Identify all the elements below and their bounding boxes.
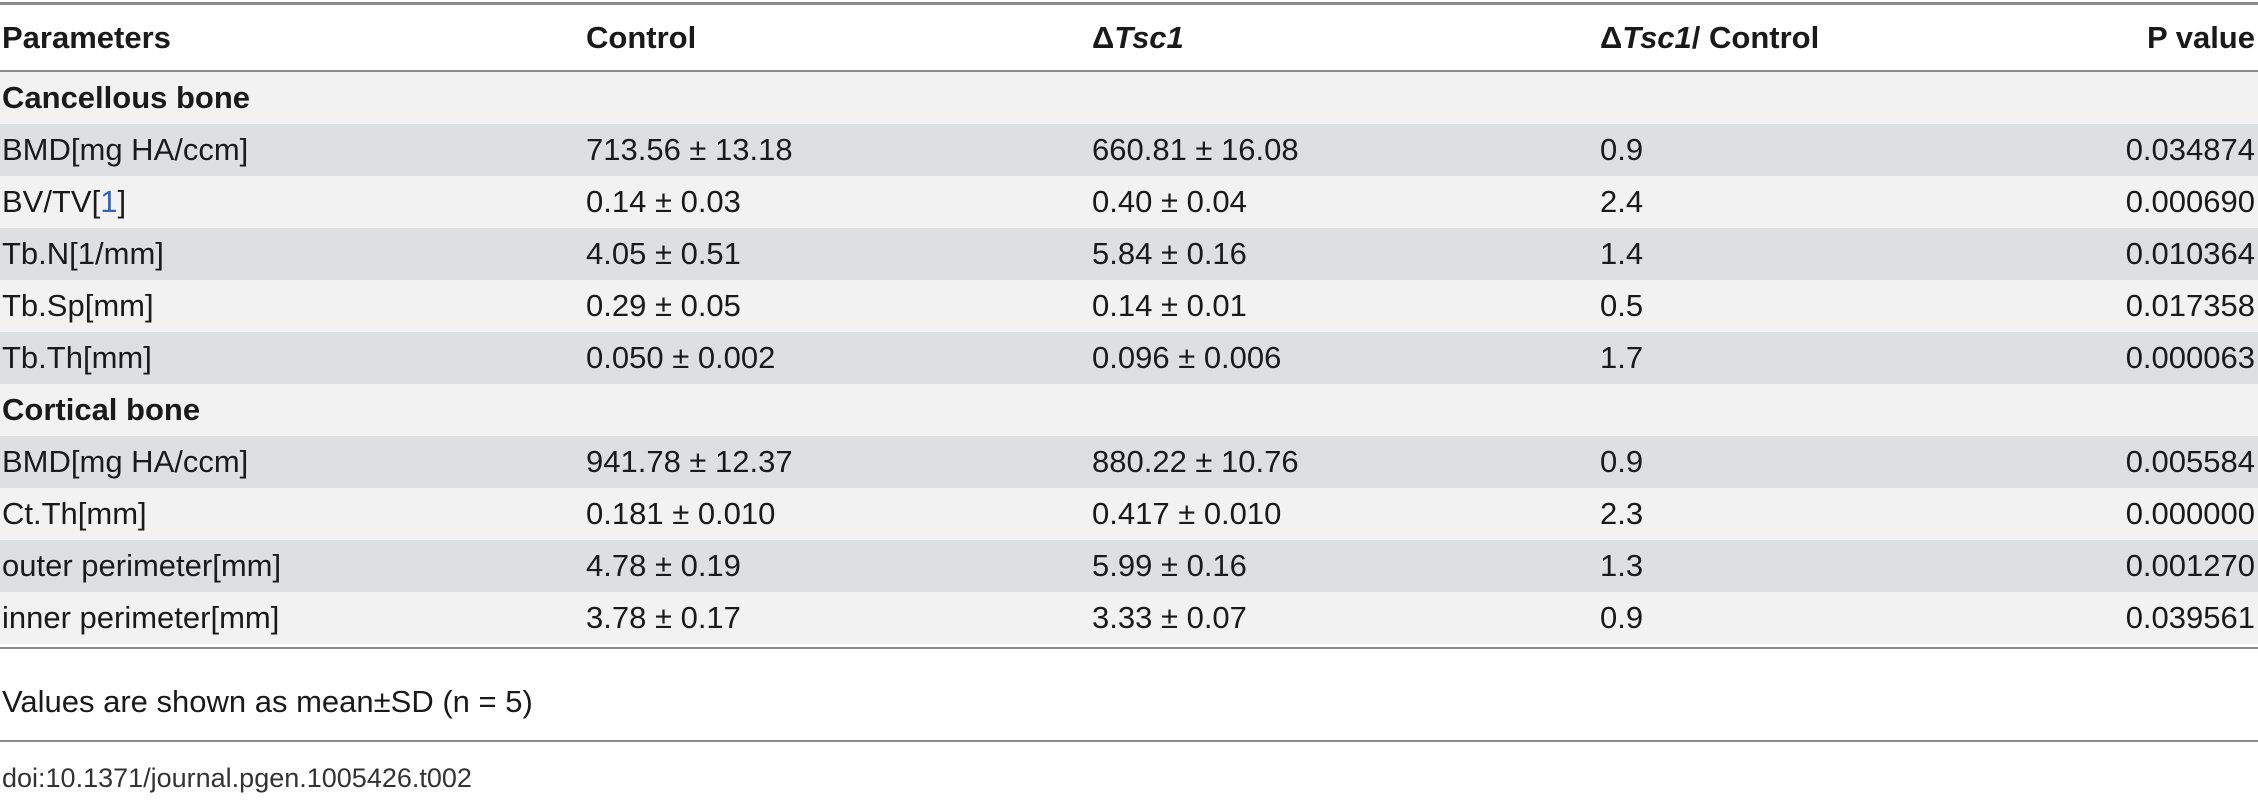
table-row: outer perimeter[mm] 4.78 ± 0.19 5.99 ± 0…	[0, 540, 2258, 592]
header-delta-tsc1: ΔTsc1	[1092, 6, 1184, 70]
cell-p-value: 0.001270	[2125, 548, 2255, 583]
section-title: Cancellous bone	[2, 80, 251, 115]
header-p-value: P value	[2146, 20, 2255, 55]
cell-parameter: Tb.N[1/mm]	[2, 236, 164, 271]
header-delta-gene: Tsc1	[1114, 20, 1184, 55]
section-title: Cortical bone	[2, 392, 201, 427]
cell-p-value: 0.017358	[2125, 288, 2255, 323]
cell-delta: 0.417 ± 0.010	[1092, 496, 1282, 531]
header-ratio-gene: Tsc1	[1622, 20, 1692, 55]
table-row: Tb.N[1/mm] 4.05 ± 0.51 5.84 ± 0.16 1.4 0…	[0, 228, 2258, 280]
table-row: inner perimeter[mm] 3.78 ± 0.17 3.33 ± 0…	[0, 592, 2258, 644]
table-footnote: Values are shown as mean±SD (n = 5)	[2, 684, 533, 719]
cell-p-value: 0.010364	[2125, 236, 2255, 271]
doi-label: doi:10.1371/journal.pgen.1005426.t002	[2, 763, 472, 793]
footer-rule	[0, 740, 2258, 742]
cell-parameter: BMD[mg HA/ccm]	[2, 444, 249, 479]
reference-link[interactable]: 1	[100, 184, 118, 219]
header-ratio: ΔTsc1/ Control	[1600, 6, 1819, 70]
section-row-cancellous: Cancellous bone	[0, 72, 2258, 124]
cell-control: 4.78 ± 0.19	[586, 548, 741, 583]
cell-p-value: 0.000690	[2125, 184, 2255, 219]
header-ratio-suffix: / Control	[1691, 20, 1820, 55]
cell-parameter: Tb.Sp[mm]	[2, 288, 154, 323]
table-row: Tb.Th[mm] 0.050 ± 0.002 0.096 ± 0.006 1.…	[0, 332, 2258, 384]
cell-ratio: 0.5	[1600, 288, 1644, 323]
cell-delta: 5.84 ± 0.16	[1092, 236, 1247, 271]
table-row: BV/TV[1] 0.14 ± 0.03 0.40 ± 0.04 2.4 0.0…	[0, 176, 2258, 228]
cell-delta: 0.096 ± 0.006	[1092, 340, 1282, 375]
header-control: Control	[586, 20, 697, 55]
table-row: Ct.Th[mm] 0.181 ± 0.010 0.417 ± 0.010 2.…	[0, 488, 2258, 540]
parameter-text-suffix: ]	[117, 184, 127, 219]
cell-ratio: 1.4	[1600, 236, 1644, 271]
header-rule	[0, 70, 2258, 72]
cell-p-value: 0.005584	[2125, 444, 2255, 479]
cell-delta: 3.33 ± 0.07	[1092, 600, 1247, 635]
cell-ratio: 1.3	[1600, 548, 1644, 583]
cell-control: 0.14 ± 0.03	[586, 184, 741, 219]
cell-ratio: 0.9	[1600, 600, 1644, 635]
header-parameters: Parameters	[2, 20, 171, 55]
cell-control: 713.56 ± 13.18	[586, 132, 793, 167]
cell-parameter: inner perimeter[mm]	[2, 600, 280, 635]
header-delta-symbol: Δ	[1092, 20, 1115, 55]
cell-p-value: 0.039561	[2125, 600, 2255, 635]
cell-p-value: 0.000000	[2125, 496, 2255, 531]
cell-control: 0.050 ± 0.002	[586, 340, 776, 375]
cell-delta: 5.99 ± 0.16	[1092, 548, 1247, 583]
cell-control: 3.78 ± 0.17	[586, 600, 741, 635]
cell-delta: 0.40 ± 0.04	[1092, 184, 1247, 219]
cell-ratio: 2.4	[1600, 184, 1644, 219]
cell-ratio: 1.7	[1600, 340, 1644, 375]
cell-control: 0.29 ± 0.05	[586, 288, 741, 323]
cell-delta: 660.81 ± 16.08	[1092, 132, 1299, 167]
cell-p-value: 0.000063	[2125, 340, 2255, 375]
table-row: BMD[mg HA/ccm] 941.78 ± 12.37 880.22 ± 1…	[0, 436, 2258, 488]
cell-ratio: 0.9	[1600, 444, 1644, 479]
header-ratio-symbol: Δ	[1600, 20, 1623, 55]
cell-control: 4.05 ± 0.51	[586, 236, 741, 271]
cell-delta: 0.14 ± 0.01	[1092, 288, 1247, 323]
parameter-text: BV/TV[	[2, 184, 101, 219]
cell-p-value: 0.034874	[2125, 132, 2255, 167]
table-row: BMD[mg HA/ccm] 713.56 ± 13.18 660.81 ± 1…	[0, 124, 2258, 176]
cell-parameter: Ct.Th[mm]	[2, 496, 147, 531]
cell-parameter: BMD[mg HA/ccm]	[2, 132, 249, 167]
cell-parameter: Tb.Th[mm]	[2, 340, 152, 375]
cell-parameter: BV/TV[1]	[2, 176, 126, 228]
table-row: Tb.Sp[mm] 0.29 ± 0.05 0.14 ± 0.01 0.5 0.…	[0, 280, 2258, 332]
cell-ratio: 0.9	[1600, 132, 1644, 167]
cell-ratio: 2.3	[1600, 496, 1644, 531]
table-header-row: Parameters Control ΔTsc1 ΔTsc1/ Control …	[0, 6, 2258, 70]
table-bottom-rule	[0, 647, 2258, 649]
cell-delta: 880.22 ± 10.76	[1092, 444, 1299, 479]
cell-parameter: outer perimeter[mm]	[2, 548, 282, 583]
cell-control: 0.181 ± 0.010	[586, 496, 776, 531]
cell-control: 941.78 ± 12.37	[586, 444, 793, 479]
table-top-rule	[0, 2, 2258, 5]
section-row-cortical: Cortical bone	[0, 384, 2258, 436]
